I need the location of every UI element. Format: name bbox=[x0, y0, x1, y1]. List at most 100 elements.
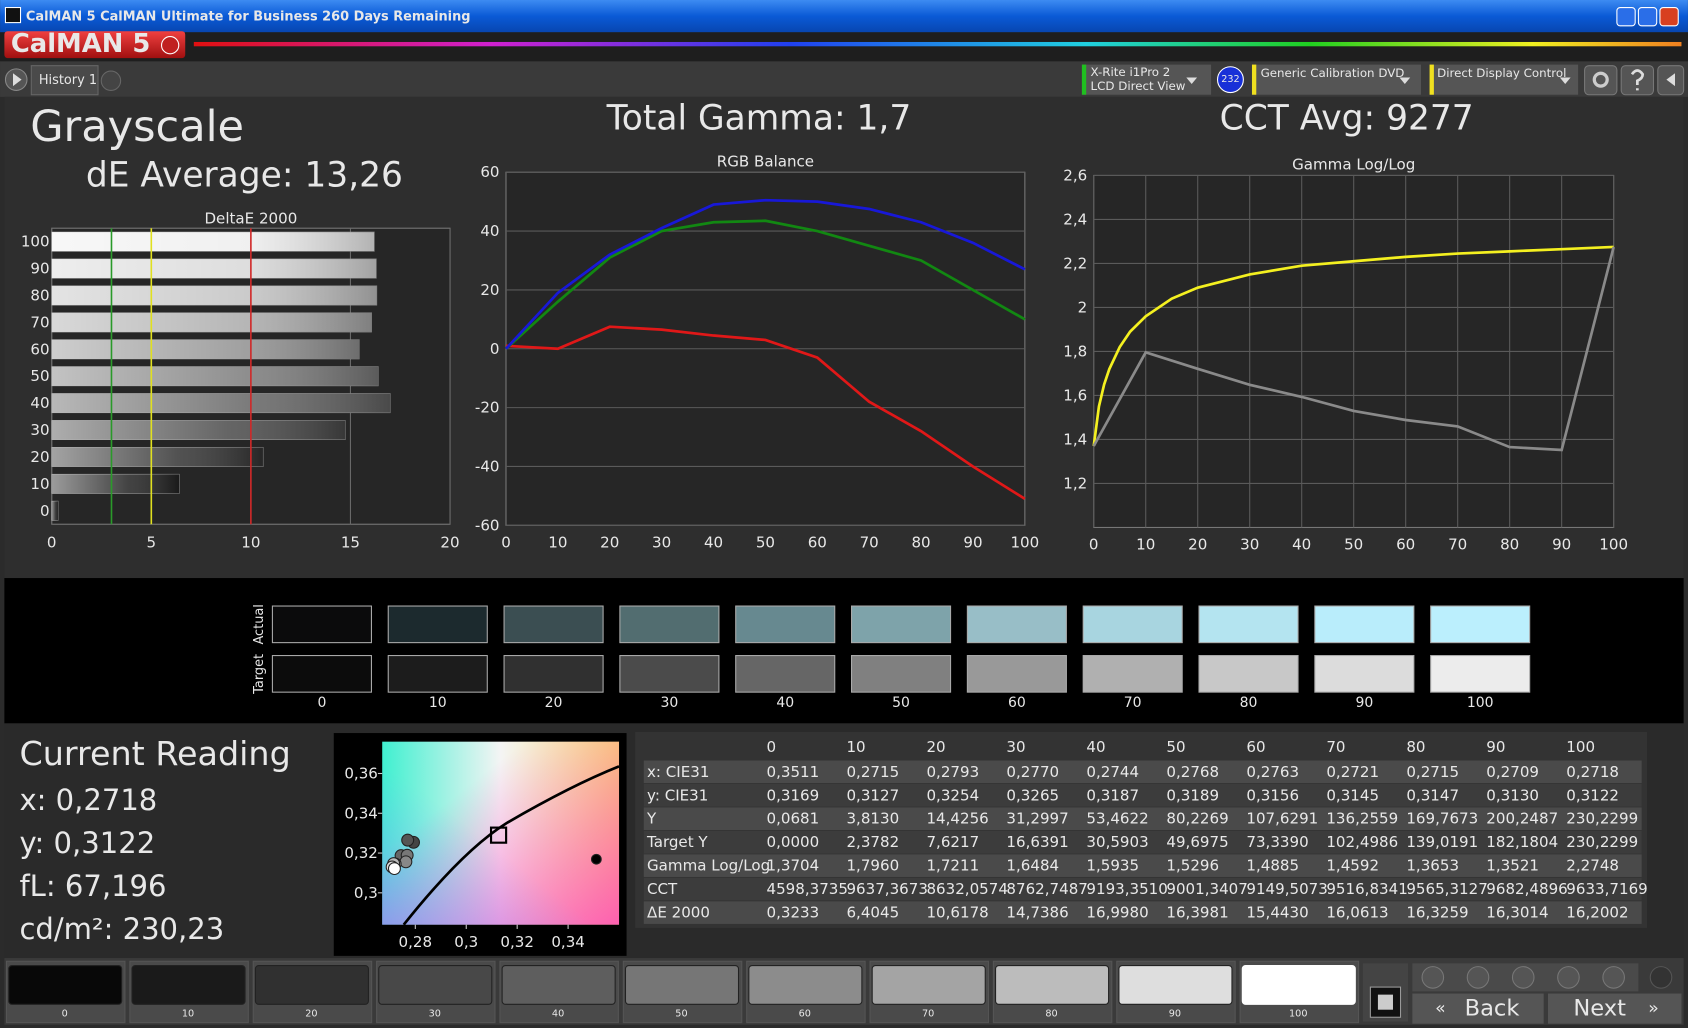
table-cell: 136,2559 bbox=[1326, 810, 1398, 828]
series-line bbox=[1092, 245, 1614, 447]
bar-shade bbox=[51, 312, 372, 333]
table-cell: 0,2718 bbox=[1566, 763, 1619, 781]
column-header: 20 bbox=[926, 738, 945, 756]
extra-button[interactable] bbox=[1649, 966, 1673, 989]
collapse-icon bbox=[1666, 73, 1676, 87]
close-button[interactable] bbox=[1659, 6, 1679, 27]
next-button[interactable] bbox=[1547, 993, 1682, 1024]
table-cell: 9193,3510 bbox=[1086, 880, 1167, 898]
table-cell: 9565,3127 bbox=[1406, 880, 1487, 898]
swatch-label: 80 bbox=[1240, 695, 1258, 711]
table-cell: 200,2487 bbox=[1486, 810, 1558, 828]
table-cell: 0,2763 bbox=[1246, 763, 1299, 781]
patch-button[interactable] bbox=[501, 965, 616, 1005]
y-tick-label: 10 bbox=[30, 475, 49, 493]
patch-label: 0 bbox=[62, 1009, 68, 1020]
source-stripe bbox=[1251, 64, 1257, 95]
y-tick-label: 1,8 bbox=[1063, 342, 1087, 360]
patch-button[interactable] bbox=[8, 965, 123, 1005]
table-cell: 1,4885 bbox=[1246, 857, 1299, 875]
table-cell: 0,2770 bbox=[1006, 763, 1059, 781]
patch-button[interactable] bbox=[254, 965, 369, 1005]
table-cell: 102,4986 bbox=[1326, 833, 1398, 851]
bar-shade bbox=[51, 447, 264, 467]
minimize-button[interactable] bbox=[1616, 6, 1636, 27]
table-cell: 9001,3407 bbox=[1166, 880, 1247, 898]
x-tick-label: 30 bbox=[1240, 536, 1259, 554]
source-selector[interactable] bbox=[1251, 64, 1421, 95]
continuous-button[interactable] bbox=[1557, 966, 1580, 989]
table-cell: 0,2715 bbox=[1406, 763, 1459, 781]
y-tick-label: 1,2 bbox=[1063, 474, 1087, 492]
table-cell: 107,6291 bbox=[1246, 810, 1318, 828]
y-tick-label: 0 bbox=[40, 502, 50, 520]
stop-measure-button[interactable] bbox=[1421, 966, 1445, 989]
series-line bbox=[505, 198, 1026, 350]
target-label: Target bbox=[252, 654, 267, 695]
y-tick-label: 1,6 bbox=[1063, 386, 1087, 404]
x-tick-label: 100 bbox=[1010, 534, 1039, 552]
cct-average: CCT Avg: 9277 bbox=[1220, 98, 1474, 138]
table-cell: 1,4592 bbox=[1326, 857, 1379, 875]
y-tick-label: -60 bbox=[475, 516, 500, 534]
patch-button[interactable] bbox=[871, 965, 986, 1005]
table-cell: 8632,0574 bbox=[926, 880, 1007, 898]
reading-point bbox=[590, 853, 602, 865]
table-row bbox=[643, 783, 1642, 807]
actual-swatch bbox=[271, 605, 372, 644]
x-tick-label: 70 bbox=[860, 534, 879, 552]
maximize-button[interactable] bbox=[1637, 6, 1658, 27]
patch-button[interactable] bbox=[995, 965, 1110, 1005]
back-label: Back bbox=[1465, 996, 1521, 1022]
refresh-button[interactable] bbox=[1602, 966, 1625, 989]
patch-button[interactable] bbox=[1118, 965, 1233, 1005]
back-button[interactable] bbox=[1412, 993, 1544, 1024]
y-tick-label: 1,4 bbox=[1063, 430, 1087, 448]
y-tick-label: 0,36 bbox=[344, 764, 378, 782]
actual-swatch bbox=[387, 605, 488, 644]
y-tick-label: 40 bbox=[480, 222, 499, 240]
window-title: CalMAN 5 CalMAN Ultimate for Business 26… bbox=[26, 10, 471, 25]
reading-title: Current Reading bbox=[19, 734, 290, 773]
reading-y: y: 0,3122 bbox=[19, 826, 155, 860]
x-tick-label: 60 bbox=[808, 534, 827, 552]
table-cell: 2,2748 bbox=[1566, 857, 1619, 875]
y-tick-label: -20 bbox=[475, 399, 500, 417]
x-tick-label: 5 bbox=[147, 534, 157, 552]
logo-dropdown[interactable] bbox=[160, 36, 180, 55]
next-label: Next bbox=[1573, 996, 1626, 1022]
row-label: y: CIE31 bbox=[647, 786, 708, 804]
measure-range-button[interactable] bbox=[1511, 966, 1535, 989]
play-icon bbox=[12, 73, 22, 87]
column-header: 80 bbox=[1406, 738, 1425, 756]
patch-button[interactable] bbox=[748, 965, 863, 1005]
table-cell: 230,2299 bbox=[1566, 810, 1638, 828]
bar-shade bbox=[51, 258, 377, 279]
settings-button[interactable] bbox=[1584, 65, 1618, 96]
logo-button[interactable] bbox=[4, 31, 186, 59]
help-icon bbox=[1630, 69, 1645, 91]
series-line bbox=[505, 325, 1026, 500]
swatch-label: 30 bbox=[661, 695, 679, 711]
table-row bbox=[643, 830, 1642, 854]
actual-swatch bbox=[735, 605, 836, 644]
table-cell: 0,2721 bbox=[1326, 763, 1379, 781]
history-tab[interactable] bbox=[30, 65, 99, 96]
patch-button[interactable] bbox=[1241, 965, 1356, 1005]
de-average: dE Average: 13,26 bbox=[86, 155, 403, 195]
patch-button[interactable] bbox=[131, 965, 246, 1005]
display-selector[interactable] bbox=[1429, 64, 1579, 95]
table-cell: 2,3782 bbox=[846, 833, 899, 851]
patch-label: 50 bbox=[675, 1009, 687, 1020]
table-row bbox=[643, 877, 1642, 901]
table-cell: 15,4430 bbox=[1246, 904, 1308, 922]
table-row bbox=[643, 854, 1642, 877]
table-cell: 1,7211 bbox=[926, 857, 979, 875]
patch-button[interactable] bbox=[378, 965, 493, 1005]
x-tick-label: 40 bbox=[704, 534, 723, 552]
actual-swatch bbox=[619, 605, 720, 644]
measure-button[interactable] bbox=[1466, 966, 1490, 989]
patch-button[interactable] bbox=[624, 965, 740, 1005]
x-tick-label: 10 bbox=[1136, 536, 1155, 554]
add-tab-button[interactable] bbox=[100, 70, 122, 91]
